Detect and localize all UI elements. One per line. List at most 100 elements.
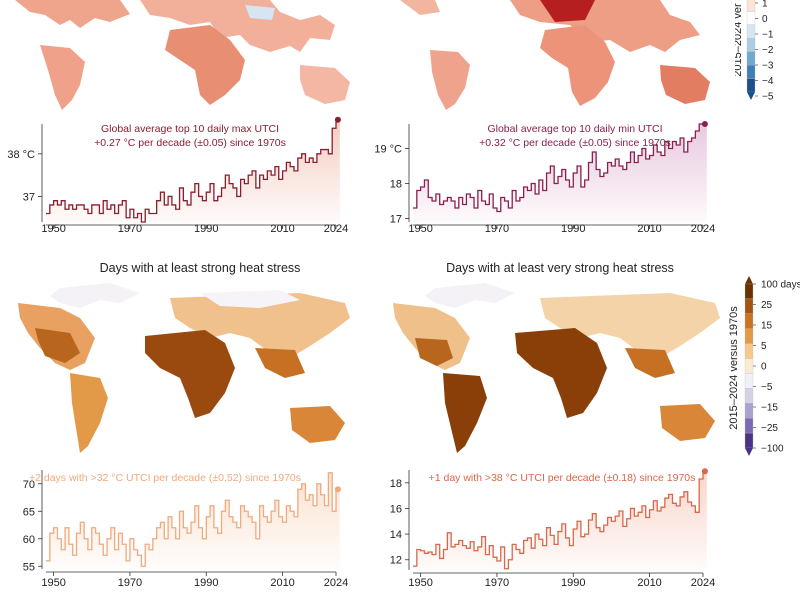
chart-max-utci: 38 °C 37 1950 1970 1990 2010 2024 Global averag… xyxy=(7,116,348,235)
map-land xyxy=(415,338,453,366)
chart-very-strong-heat-days: 18 16 14 12 1950 1970 1990 2010 2024 +1 day with … xyxy=(390,468,715,589)
x-tick-label: 1970 xyxy=(485,223,509,235)
legend-arrow-bottom xyxy=(747,92,755,100)
legend-title: 2015–2024 ver xyxy=(735,3,744,77)
x-tick-label: 2010 xyxy=(270,577,294,589)
map-land xyxy=(200,290,300,308)
series-area xyxy=(46,472,340,569)
map-land xyxy=(625,348,675,378)
y-tick-label: 38 °C xyxy=(7,149,35,161)
x-tick-label: 1990 xyxy=(194,223,218,235)
x-tick-label: 1970 xyxy=(118,577,142,589)
legend-title: 2015–2024 versus 1970s xyxy=(728,306,740,430)
map-land xyxy=(290,406,345,443)
chart-min-utci: 19 °C 18 17 1950 1970 1990 2010 2024 Global aver… xyxy=(374,121,715,235)
last-point xyxy=(701,121,708,127)
x-tick-label: 1950 xyxy=(41,223,65,235)
legend-label: −15 xyxy=(761,403,778,414)
legend-arrow-bottom xyxy=(745,448,753,456)
y-tick-label: 19 °C xyxy=(374,144,402,156)
legend-swatch xyxy=(746,38,756,52)
y-tick-label: 37 xyxy=(23,191,35,203)
heading-very-strong-heat: Days with at least very strong heat stre… xyxy=(446,261,674,275)
y-tick-label: 70 xyxy=(23,479,35,491)
legend-label: 100 days xyxy=(761,280,800,291)
y-tick-label: 55 xyxy=(23,561,35,573)
y-tick-label: 18 xyxy=(390,179,402,191)
legend-swatch xyxy=(744,432,754,449)
legend-label: −100 xyxy=(761,444,784,455)
x-tick-label: 2010 xyxy=(637,223,661,235)
legend-label: 15 xyxy=(761,321,773,332)
legend-label: −2 xyxy=(762,45,774,56)
x-tick-label: 1990 xyxy=(194,577,218,589)
x-tick-label: 2024 xyxy=(691,223,715,235)
legend-label: 5 xyxy=(761,341,767,352)
legend-label: 1 xyxy=(762,0,768,10)
annotation-text: +0.27 °C per decade (±0.05) since 1970s xyxy=(94,137,286,149)
legend-swatch xyxy=(746,24,756,39)
y-tick-label: 16 xyxy=(390,503,402,515)
map-bottom-right xyxy=(375,278,730,460)
last-point xyxy=(701,468,708,475)
series-area xyxy=(46,119,340,222)
map-bottom-left xyxy=(0,278,370,460)
map-land xyxy=(165,25,245,105)
series-line xyxy=(46,472,340,567)
map-land xyxy=(515,328,607,418)
legend-swatch xyxy=(744,328,754,344)
series-line xyxy=(413,123,707,213)
map-land xyxy=(40,45,85,110)
legend-top: 1 0 −1 −2 −3 −4 −5 2015–2024 ver xyxy=(735,0,774,103)
map-land xyxy=(430,50,470,110)
x-tick-label: 2024 xyxy=(691,577,715,589)
annotation-text: Global average top 10 daily min UTCI xyxy=(487,123,662,135)
legend-swatch xyxy=(746,11,756,26)
legend-swatch xyxy=(746,64,756,79)
annotation-text: +0.32 °C per decade (±0.05) since 1970s xyxy=(479,137,671,149)
x-tick-label: 1970 xyxy=(485,577,509,589)
legend-swatch xyxy=(746,51,756,66)
x-tick-label: 1950 xyxy=(408,577,432,589)
series-line xyxy=(46,119,340,223)
map-land xyxy=(443,373,487,453)
map-land xyxy=(35,328,80,363)
legend-label: −3 xyxy=(762,61,774,72)
last-point xyxy=(334,486,341,493)
y-tick-label: 14 xyxy=(390,529,402,541)
legend-swatch xyxy=(744,283,754,300)
legend-label: −25 xyxy=(761,423,778,434)
y-tick-label: 18 xyxy=(390,478,402,490)
y-tick-label: 12 xyxy=(390,555,402,567)
map-land xyxy=(300,65,350,104)
chart-strong-heat-days: 70 65 60 55 1950 1970 1990 2010 2024 +2 days with… xyxy=(23,470,348,589)
map-land xyxy=(660,65,710,104)
map-land xyxy=(245,5,275,20)
map-top-right xyxy=(380,0,740,112)
map-top-left xyxy=(0,0,370,112)
legend-label: −1 xyxy=(762,30,774,41)
map-land xyxy=(140,0,335,52)
x-tick-label: 2024 xyxy=(324,577,348,589)
last-point xyxy=(334,116,341,123)
annotation-text: +1 day with >38 °C UTCI per decade (±0.1… xyxy=(429,472,696,484)
map-land xyxy=(540,0,595,22)
y-tick-label: 17 xyxy=(390,214,402,226)
map-land xyxy=(15,0,130,28)
legend-swatch xyxy=(744,373,754,389)
legend-label: −5 xyxy=(761,382,773,393)
map-land xyxy=(540,293,720,358)
y-tick-label: 60 xyxy=(23,534,35,546)
legend-swatch xyxy=(746,78,756,93)
map-land xyxy=(255,348,305,378)
legend-swatch xyxy=(744,298,754,314)
legend-swatch xyxy=(744,388,754,404)
x-tick-label: 2010 xyxy=(637,577,661,589)
legend-label: 0 xyxy=(761,362,767,373)
legend-swatch xyxy=(744,343,754,359)
x-tick-label: 2024 xyxy=(324,223,348,235)
x-tick-label: 1950 xyxy=(408,223,432,235)
series-area xyxy=(413,471,707,570)
x-tick-label: 1950 xyxy=(41,577,65,589)
legend-arrow-top xyxy=(745,276,753,284)
